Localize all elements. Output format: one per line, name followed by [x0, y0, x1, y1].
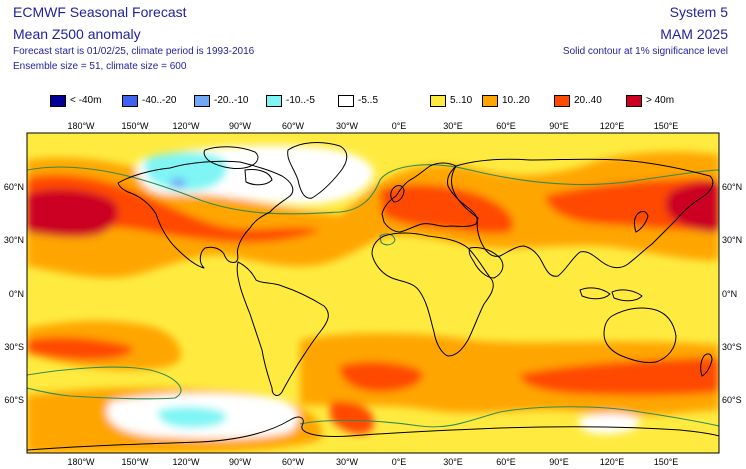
- coastline-south-america: [236, 261, 329, 396]
- coastline-maritime-continent: [611, 289, 643, 302]
- coastline-greenland: [287, 142, 348, 199]
- lat-label: 60°S: [4, 395, 24, 405]
- coastline-arctic-islands: [203, 146, 259, 169]
- legend-swatch: [482, 95, 498, 107]
- lon-label: 90°E: [549, 121, 569, 131]
- lon-label: 60°W: [282, 457, 305, 467]
- legend: < -40m -40..-20 -20..-10 -10..-5 -5..5 5…: [50, 94, 710, 110]
- lon-label: 90°E: [549, 457, 569, 467]
- lon-labels-bottom: 180°W 150°W 120°W 90°W 60°W 30°W 0°E 30°…: [67, 457, 678, 467]
- legend-label: 20..40: [574, 95, 602, 106]
- lon-label: 180°W: [67, 457, 95, 467]
- legend-label: < -40m: [70, 95, 102, 106]
- lon-label: 150°W: [121, 121, 149, 131]
- anomaly-region-20-40: [27, 337, 133, 360]
- legend-swatch: [554, 95, 570, 107]
- lon-label: 0°E: [392, 121, 407, 131]
- lon-label: 90°W: [229, 121, 252, 131]
- lon-label: 120°E: [600, 457, 625, 467]
- legend-swatch: [50, 95, 66, 107]
- significance-contour: [27, 366, 182, 400]
- lon-label: 30°E: [443, 457, 463, 467]
- legend-label: 5..10: [450, 95, 473, 106]
- lon-label: 120°W: [172, 121, 200, 131]
- legend-swatch: [338, 95, 354, 107]
- lat-labels-right: 60°N 30°N 0°N 30°S 60°S: [722, 182, 742, 405]
- legend-swatch: [266, 95, 282, 107]
- lat-label: 0°N: [722, 289, 737, 299]
- anomaly-region-20-40: [339, 361, 423, 392]
- lat-label: 60°N: [4, 182, 24, 192]
- legend-label: > 40m: [646, 95, 675, 106]
- legend-label: 10..20: [502, 95, 530, 106]
- lon-label: 120°E: [600, 121, 625, 131]
- lon-label: 60°E: [496, 121, 516, 131]
- legend-swatch: [122, 95, 138, 107]
- lon-label: 150°W: [121, 457, 149, 467]
- lat-label: 60°N: [722, 182, 742, 192]
- lon-labels-top: 180°W 150°W 120°W 90°W 60°W 30°W 0°E 30°…: [67, 121, 678, 131]
- coastline-new-zealand: [700, 353, 713, 377]
- anomaly-region-20-40: [520, 358, 719, 396]
- anomaly-region-minus-20-10: [170, 178, 186, 188]
- lat-label: 30°S: [4, 342, 24, 352]
- legend-label: -5..5: [358, 95, 379, 106]
- lon-label: 60°E: [496, 457, 516, 467]
- legend-swatch: [194, 95, 210, 107]
- legend-label: -20..-10: [214, 95, 249, 106]
- anomaly-region-minus-10-5: [157, 406, 227, 428]
- lon-label: 0°E: [392, 457, 407, 467]
- lat-label: 60°S: [722, 395, 742, 405]
- map-frame: [26, 132, 720, 454]
- lat-label: 30°N: [4, 235, 24, 245]
- legend-label: -40..-20: [142, 95, 177, 106]
- map-subtitle: Mean Z500 anomaly: [13, 26, 141, 42]
- lon-label: 150°E: [654, 457, 679, 467]
- system-label: System 5: [669, 4, 728, 20]
- legend-swatch: [430, 95, 446, 107]
- coastline-africa: [371, 232, 494, 357]
- lat-label: 0°N: [9, 289, 24, 299]
- anomaly-region-neutral: [579, 413, 641, 434]
- lat-labels-left: 60°N 30°N 0°N 30°S 60°S: [4, 182, 24, 405]
- lon-label: 60°W: [282, 121, 305, 131]
- coastline-arabia: [468, 247, 504, 279]
- anomaly-region-20-40: [330, 401, 374, 435]
- lon-label: 90°W: [229, 457, 252, 467]
- coastline-australia: [603, 307, 677, 363]
- lon-label: 180°W: [67, 121, 95, 131]
- legend-swatch: [626, 95, 642, 107]
- coastline-north-america: [117, 160, 294, 269]
- lon-label: 30°W: [336, 121, 359, 131]
- lon-label: 150°E: [654, 121, 679, 131]
- lon-label: 30°E: [443, 121, 463, 131]
- lat-label: 30°S: [722, 342, 742, 352]
- lon-label: 30°W: [336, 457, 359, 467]
- coastline-arctic-islands: [244, 169, 273, 186]
- contour-note: Solid contour at 1% significance level: [562, 46, 728, 57]
- significance-contour: [379, 233, 396, 246]
- anomaly-region-20-40: [380, 184, 514, 234]
- significance-contour: [299, 406, 719, 428]
- coastline-antarctica: [27, 416, 719, 451]
- significance-contour: [27, 164, 719, 215]
- coastline-uk: [390, 185, 405, 203]
- legend-label: -10..-5: [286, 95, 315, 106]
- forecast-info: Forecast start is 01/02/25, climate peri…: [13, 46, 255, 57]
- coastline-maritime-continent: [579, 287, 611, 300]
- ensemble-info: Ensemble size = 51, climate size = 600: [13, 61, 187, 72]
- map-title: ECMWF Seasonal Forecast: [13, 4, 187, 20]
- lat-label: 30°N: [722, 235, 742, 245]
- lon-label: 120°W: [172, 457, 200, 467]
- coastline-japan: [634, 211, 649, 233]
- coastline-asia: [451, 158, 714, 277]
- period-label: MAM 2025: [660, 26, 728, 42]
- anomaly-region-gt-40: [27, 189, 119, 238]
